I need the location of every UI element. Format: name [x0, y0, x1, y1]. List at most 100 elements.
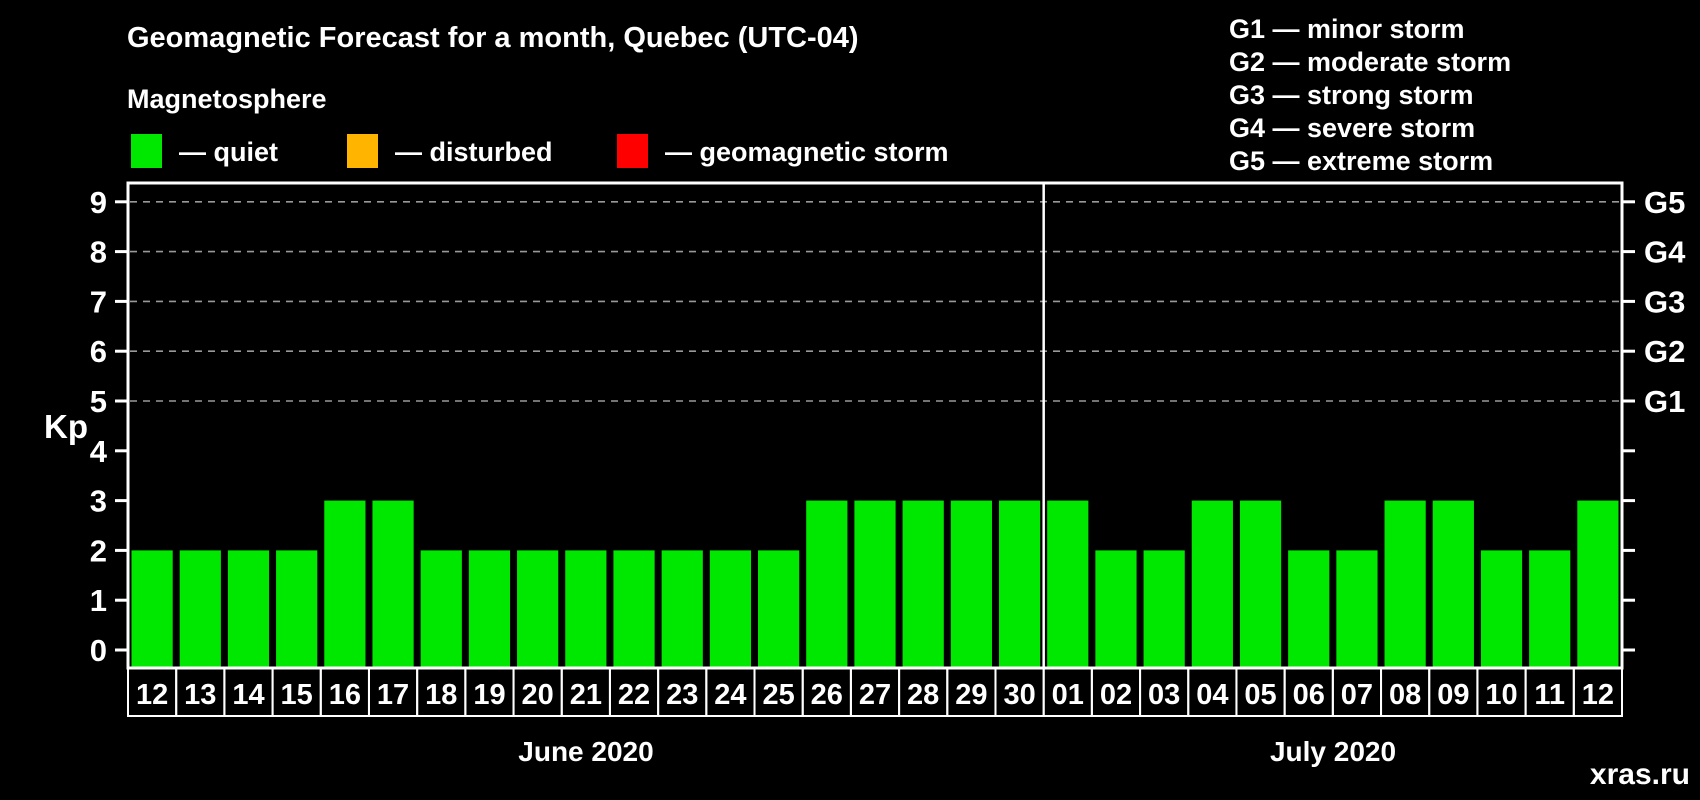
kp-bar-day-16 [324, 500, 366, 668]
day-label: 06 [1293, 679, 1325, 711]
legend-label-storm: — geomagnetic storm [665, 137, 949, 167]
kp-bar-day-29 [950, 500, 992, 668]
day-label: 05 [1244, 679, 1276, 711]
day-label: 01 [1052, 679, 1084, 711]
kp-bar-day-23 [661, 550, 703, 668]
day-label: 15 [281, 679, 313, 711]
day-label: 19 [473, 679, 505, 711]
kp-bar-day-24 [709, 550, 752, 668]
day-label: 29 [955, 679, 987, 711]
kp-bar-day-11 [1529, 550, 1571, 668]
y-axis-title: Kp [44, 408, 88, 445]
kp-bar-day-12 [1577, 500, 1619, 668]
day-label: 25 [762, 679, 794, 711]
right-axis-label-g1: G1 [1644, 384, 1685, 419]
day-label: 28 [907, 679, 939, 711]
kp-bar-day-22 [613, 550, 655, 668]
g-scale-legend: G1 — minor storm G2 — moderate storm G3 … [1229, 14, 1511, 176]
g2-legend-line: G2 — moderate storm [1229, 47, 1511, 77]
month-label-june: June 2020 [518, 736, 653, 767]
g3-legend-line: G3 — strong storm [1229, 80, 1474, 110]
day-label: 03 [1148, 679, 1180, 711]
day-box [1572, 667, 1623, 717]
kp-bar-day-03 [1143, 550, 1185, 668]
y-tick-label-5: 5 [90, 384, 107, 419]
right-axis-label-g4: G4 [1644, 235, 1686, 270]
magnetosphere-subtitle: Magnetosphere [127, 84, 327, 114]
legend-item-storm: — geomagnetic storm [617, 134, 949, 168]
right-axis-label-g3: G3 [1644, 284, 1685, 319]
kp-bar-day-18 [420, 550, 462, 668]
kp-bar-day-06 [1288, 550, 1330, 668]
kp-bar-day-04 [1191, 500, 1233, 668]
y-tick-label-7: 7 [90, 284, 107, 319]
day-label: 30 [1003, 679, 1035, 711]
day-label: 23 [666, 679, 698, 711]
day-label: 12 [136, 679, 168, 711]
day-label: 17 [377, 679, 409, 711]
legend-label-quiet: — quiet [179, 137, 278, 167]
kp-bar-day-26 [806, 500, 848, 668]
y-tick-label-1: 1 [90, 583, 107, 618]
kp-bar-day-08 [1384, 500, 1426, 668]
day-label: 18 [425, 679, 457, 711]
kp-bar-day-01 [1047, 500, 1089, 668]
y-tick-label-9: 9 [90, 185, 107, 220]
right-axis-label-g2: G2 [1644, 334, 1685, 369]
day-label: 12 [1582, 679, 1614, 711]
legend-item-disturbed: — disturbed [347, 134, 553, 168]
day-label: 26 [811, 679, 843, 711]
disturbed-swatch-icon [347, 134, 378, 168]
storm-swatch-icon [617, 134, 648, 168]
y-tick-label-3: 3 [90, 484, 107, 519]
y-tick-label-8: 8 [90, 235, 107, 270]
page-title: Geomagnetic Forecast for a month, Quebec… [127, 22, 859, 54]
kp-legend: — quiet — disturbed — geomagnetic storm [131, 134, 949, 168]
kp-bar-day-10 [1480, 550, 1523, 668]
y-tick-label-6: 6 [90, 334, 107, 369]
y-tick-label-2: 2 [90, 533, 107, 568]
legend-label-disturbed: — disturbed [395, 137, 553, 167]
day-label: 10 [1485, 679, 1517, 711]
kp-bar-day-30 [998, 500, 1041, 668]
kp-bar-day-19 [468, 550, 511, 668]
quiet-swatch-icon [131, 134, 162, 168]
kp-bar-day-28 [902, 500, 944, 668]
day-label: 02 [1100, 679, 1132, 711]
kp-bar-day-21 [565, 550, 607, 668]
day-label: 09 [1437, 679, 1469, 711]
kp-bar-day-09 [1432, 500, 1474, 668]
watermark: xras.ru [1590, 758, 1690, 791]
kp-bar-day-05 [1239, 500, 1282, 668]
y-tick-label-0: 0 [90, 633, 107, 668]
kp-bar-day-12 [131, 550, 173, 668]
day-label: 24 [714, 679, 746, 711]
kp-bar-day-13 [179, 550, 221, 668]
day-label: 04 [1196, 679, 1228, 711]
kp-bar-day-14 [227, 550, 270, 668]
day-label: 20 [522, 679, 554, 711]
kp-bar-day-07 [1336, 550, 1378, 668]
day-label: 16 [329, 679, 361, 711]
day-label: 07 [1341, 679, 1373, 711]
day-label: 21 [570, 679, 602, 711]
g4-legend-line: G4 — severe storm [1229, 113, 1475, 143]
day-label: 22 [618, 679, 650, 711]
day-label: 13 [184, 679, 216, 711]
g1-legend-line: G1 — minor storm [1229, 14, 1465, 44]
right-axis-label-g5: G5 [1644, 185, 1685, 220]
day-label: 14 [232, 679, 264, 711]
kp-bar-day-27 [854, 500, 896, 668]
kp-bar-day-02 [1095, 550, 1137, 668]
legend-item-quiet: — quiet [131, 134, 278, 168]
kp-bar-day-20 [517, 550, 559, 668]
day-label: 08 [1389, 679, 1421, 711]
g5-legend-line: G5 — extreme storm [1229, 146, 1493, 176]
y-tick-label-4: 4 [90, 434, 108, 469]
day-label: 27 [859, 679, 891, 711]
kp-bar-day-17 [372, 500, 414, 668]
month-label-july: July 2020 [1270, 736, 1396, 767]
kp-bar-day-25 [758, 550, 800, 668]
